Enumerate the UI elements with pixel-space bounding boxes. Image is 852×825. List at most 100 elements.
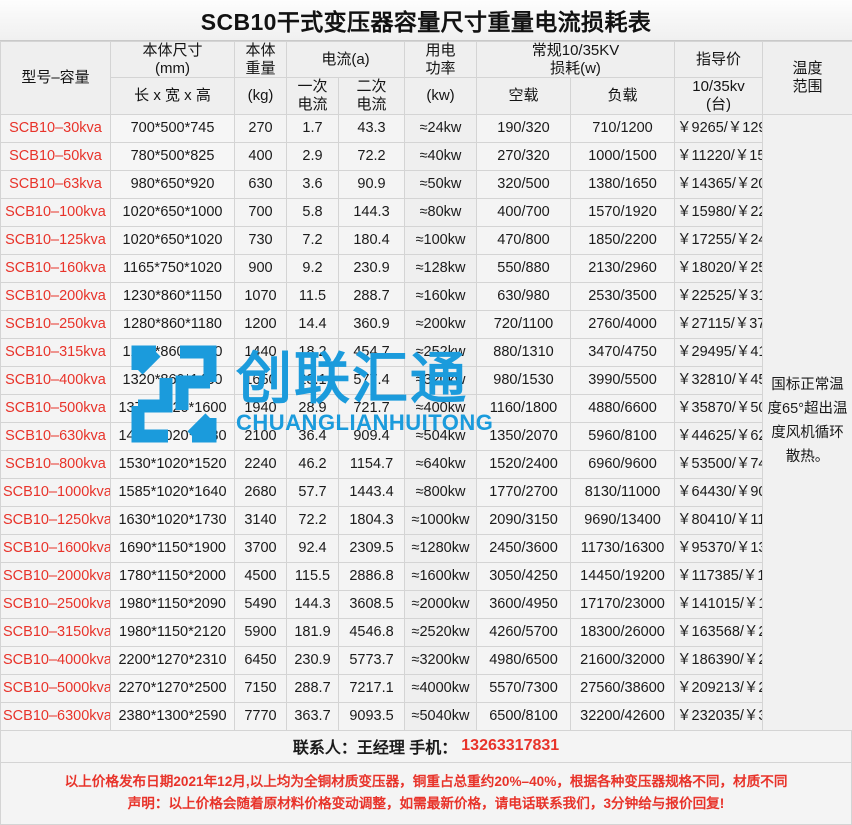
- cell-size: 1280*860*1180: [111, 310, 235, 338]
- table-header: 型号–容量 本体尺寸 (mm) 本体 重量 电流(a) 用电 功率 常规10/3…: [1, 42, 852, 115]
- cell-load: 27560/38600: [571, 674, 675, 702]
- cell-load: 1000/1500: [571, 142, 675, 170]
- cell-i2: 721.7: [339, 394, 405, 422]
- cell-model: SCB10–5000kva: [1, 674, 111, 702]
- header-body-size-line1: 本体尺寸: [113, 42, 232, 60]
- cell-price: ￥141015/￥197421: [675, 590, 763, 618]
- cell-model: SCB10–2000kva: [1, 562, 111, 590]
- header-primary-current-line1: 一次: [289, 78, 336, 96]
- cell-i1: 36.4: [287, 422, 339, 450]
- cell-i1: 28.9: [287, 394, 339, 422]
- cell-noload: 2450/3600: [477, 534, 571, 562]
- cell-price: ￥32810/￥45934: [675, 366, 763, 394]
- cell-load: 21600/32000: [571, 646, 675, 674]
- header-temperature-line2: 范围: [765, 78, 850, 96]
- cell-model: SCB10–250kva: [1, 310, 111, 338]
- header-current: 电流(a): [287, 42, 405, 78]
- cell-i2: 43.3: [339, 114, 405, 142]
- cell-model: SCB10–100kva: [1, 198, 111, 226]
- cell-power: ≈252kw: [405, 338, 477, 366]
- cell-i2: 9093.5: [339, 702, 405, 730]
- cell-load: 1850/2200: [571, 226, 675, 254]
- cell-i1: 2.9: [287, 142, 339, 170]
- header-price-sub-line1: 10/35kv: [677, 78, 760, 96]
- notice-bar: 以上价格发布日期2021年12月,以上均为全铜材质变压器，铜重占总重约20%–4…: [0, 763, 852, 825]
- cell-noload: 630/980: [477, 282, 571, 310]
- header-weight-unit: (kg): [235, 78, 287, 114]
- cell-price: ￥117385/￥164339: [675, 562, 763, 590]
- cell-model: SCB10–630kva: [1, 422, 111, 450]
- contact-phone[interactable]: 13263317831: [461, 737, 559, 755]
- cell-i2: 1443.4: [339, 478, 405, 506]
- header-body-weight-line2: 重量: [237, 60, 284, 78]
- header-secondary-current-line1: 二次: [341, 78, 402, 96]
- cell-i2: 577.4: [339, 366, 405, 394]
- cell-model: SCB10–125kva: [1, 226, 111, 254]
- header-loss-line1: 常规10/35KV: [479, 42, 672, 60]
- cell-i2: 72.2: [339, 142, 405, 170]
- cell-weight: 4500: [235, 562, 287, 590]
- header-price-sub: 10/35kv (台): [675, 78, 763, 114]
- cell-i2: 2886.8: [339, 562, 405, 590]
- cell-size: 1230*860*1150: [111, 282, 235, 310]
- cell-size: 2270*1270*2500: [111, 674, 235, 702]
- cell-noload: 1770/2700: [477, 478, 571, 506]
- cell-load: 5960/8100: [571, 422, 675, 450]
- cell-i1: 5.8: [287, 198, 339, 226]
- cell-load: 3470/4750: [571, 338, 675, 366]
- cell-price: ￥29495/￥41293: [675, 338, 763, 366]
- price-table-sheet: SCB10干式变压器容量尺寸重量电流损耗表 型号–容量 本体尺寸 (mm) 本体…: [0, 0, 852, 779]
- cell-power: ≈128kw: [405, 254, 477, 282]
- cell-weight: 400: [235, 142, 287, 170]
- header-noload-loss: 空载: [477, 78, 571, 114]
- cell-load: 11730/16300: [571, 534, 675, 562]
- cell-power: ≈80kw: [405, 198, 477, 226]
- cell-size: 1020*650*1000: [111, 198, 235, 226]
- cell-i1: 1.7: [287, 114, 339, 142]
- cell-noload: 3600/4950: [477, 590, 571, 618]
- cell-power: ≈40kw: [405, 142, 477, 170]
- cell-power: ≈5040kw: [405, 702, 477, 730]
- header-secondary-current: 二次 电流: [339, 78, 405, 114]
- cell-i1: 18.2: [287, 338, 339, 366]
- header-power-line1: 用电: [407, 42, 474, 60]
- cell-weight: 1650: [235, 366, 287, 394]
- cell-size: 980*650*920: [111, 170, 235, 198]
- header-temperature-range: 温度 范围: [763, 42, 852, 115]
- cell-power: ≈50kw: [405, 170, 477, 198]
- cell-i1: 23.1: [287, 366, 339, 394]
- header-price-sub-line2: (台): [677, 96, 760, 114]
- cell-weight: 2100: [235, 422, 287, 450]
- cell-size: 1630*1020*1730: [111, 506, 235, 534]
- header-temperature-line1: 温度: [765, 60, 850, 78]
- cell-weight: 1440: [235, 338, 287, 366]
- cell-i2: 288.7: [339, 282, 405, 310]
- cell-i1: 144.3: [287, 590, 339, 618]
- cell-power: ≈200kw: [405, 310, 477, 338]
- cell-i1: 92.4: [287, 534, 339, 562]
- cell-price: ￥64430/￥90202: [675, 478, 763, 506]
- cell-noload: 4260/5700: [477, 618, 571, 646]
- cell-noload: 980/1530: [477, 366, 571, 394]
- cell-noload: 320/500: [477, 170, 571, 198]
- cell-i2: 90.9: [339, 170, 405, 198]
- header-body-weight-line1: 本体: [237, 42, 284, 60]
- cell-load: 8130/11000: [571, 478, 675, 506]
- cell-load: 6960/9600: [571, 450, 675, 478]
- cell-model: SCB10–1250kva: [1, 506, 111, 534]
- cell-price: ￥53500/￥74970: [675, 450, 763, 478]
- cell-noload: 4980/6500: [477, 646, 571, 674]
- cell-price: ￥95370/￥133518: [675, 534, 763, 562]
- cell-load: 2130/2960: [571, 254, 675, 282]
- cell-size: 1020*650*1020: [111, 226, 235, 254]
- cell-size: 1370*1020*1600: [111, 394, 235, 422]
- cell-model: SCB10–200kva: [1, 282, 111, 310]
- cell-i1: 230.9: [287, 646, 339, 674]
- header-power-unit: (kw): [405, 78, 477, 114]
- cell-i1: 72.2: [287, 506, 339, 534]
- cell-power: ≈800kw: [405, 478, 477, 506]
- cell-i2: 3608.5: [339, 590, 405, 618]
